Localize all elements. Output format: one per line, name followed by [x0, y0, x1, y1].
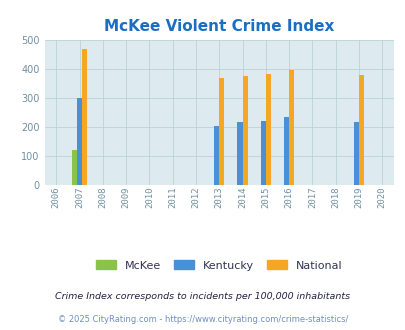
- Bar: [288, 70, 294, 185]
- Bar: [213, 126, 219, 185]
- Bar: [265, 74, 270, 185]
- Text: Crime Index corresponds to incidents per 100,000 inhabitants: Crime Index corresponds to incidents per…: [55, 292, 350, 301]
- Bar: [77, 98, 82, 185]
- Bar: [72, 150, 77, 185]
- Title: McKee Violent Crime Index: McKee Violent Crime Index: [104, 19, 334, 34]
- Bar: [82, 49, 87, 185]
- Text: © 2025 CityRating.com - https://www.cityrating.com/crime-statistics/: © 2025 CityRating.com - https://www.city…: [58, 315, 347, 324]
- Bar: [283, 117, 288, 185]
- Bar: [358, 75, 363, 185]
- Bar: [242, 76, 247, 185]
- Bar: [260, 121, 265, 185]
- Legend: McKee, Kentucky, National: McKee, Kentucky, National: [91, 256, 347, 275]
- Bar: [219, 78, 224, 185]
- Bar: [237, 122, 242, 185]
- Bar: [353, 122, 358, 185]
